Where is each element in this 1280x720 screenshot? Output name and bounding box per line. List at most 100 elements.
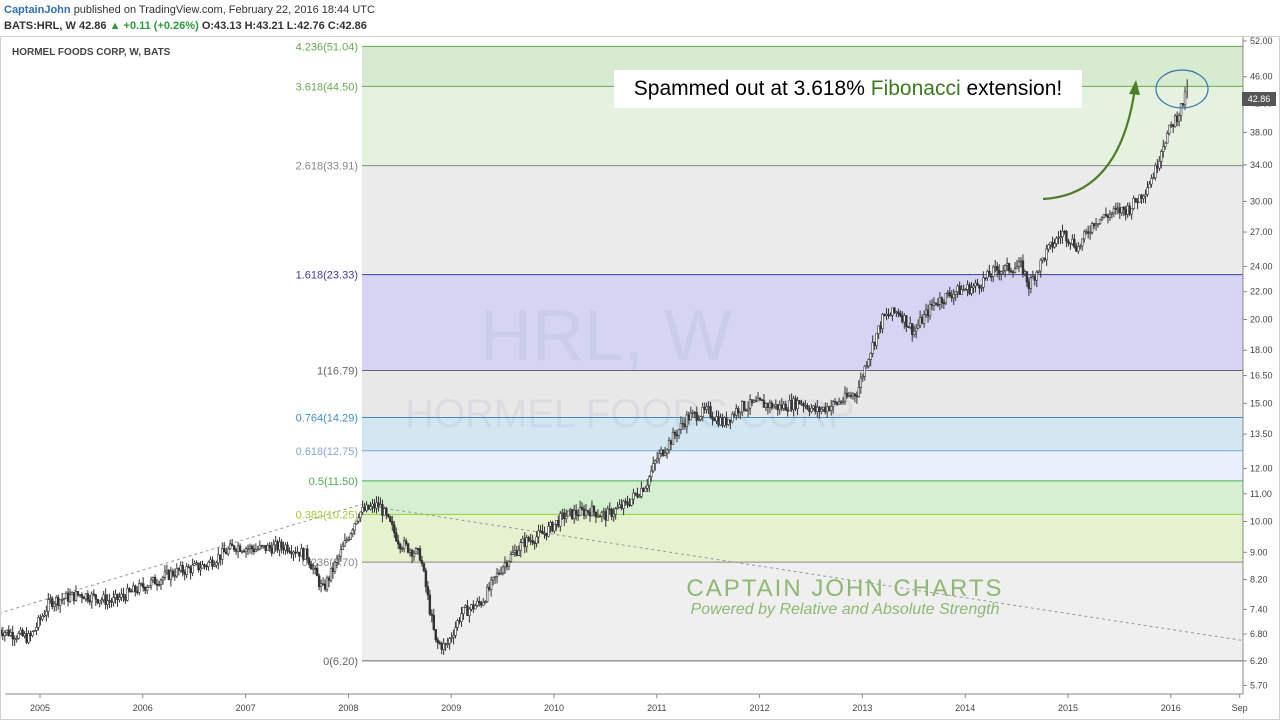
candle-body-457 xyxy=(901,315,904,323)
x-tick-label-6: 2011 xyxy=(647,703,666,713)
candle-body-24 xyxy=(45,611,48,616)
candle-body-18 xyxy=(33,630,36,632)
candle-body-282 xyxy=(555,520,558,525)
candle-body-152 xyxy=(298,551,301,557)
candle-body-55 xyxy=(106,600,109,605)
candle-body-47 xyxy=(90,593,93,603)
candle-body-109 xyxy=(213,564,216,567)
candle-body-31 xyxy=(58,599,62,606)
candle-body-73 xyxy=(141,583,145,588)
candle-body-69 xyxy=(134,585,137,592)
y-tick-label-1: 46.00 xyxy=(1250,72,1273,82)
candle-body-196 xyxy=(385,508,388,515)
candle-body-117 xyxy=(228,543,232,550)
fib-zone-8 xyxy=(362,514,1243,563)
candle-body-170 xyxy=(333,561,337,572)
candle-body-137 xyxy=(268,544,271,548)
candle-body-468 xyxy=(922,314,926,324)
candle-body-300 xyxy=(590,505,594,517)
candle-body-237 xyxy=(466,605,469,616)
chart-title: HORMEL FOODS CORP, W, BATS xyxy=(12,47,171,58)
candle-body-379 xyxy=(746,407,750,411)
candle-body-66 xyxy=(128,588,131,592)
candle-body-228 xyxy=(448,638,451,644)
y-tick-label-22: 5.70 xyxy=(1250,680,1268,690)
candle-body-559 xyxy=(1102,214,1106,219)
candle-body-41 xyxy=(78,594,82,596)
candle-body-508 xyxy=(1001,270,1005,273)
candle-body-334 xyxy=(657,453,661,460)
x-tick-label-12: Sep xyxy=(1232,703,1248,713)
fib-label-10: 0(6.20) xyxy=(323,656,358,668)
candle-body-575 xyxy=(1134,198,1137,203)
candle-body-353 xyxy=(695,412,698,421)
fib-zone-3 xyxy=(362,274,1243,371)
x-tick-label-3: 2008 xyxy=(338,703,358,713)
candle-body-291 xyxy=(572,510,576,520)
candle-body-571 xyxy=(1126,205,1129,215)
candle-body-553 xyxy=(1090,222,1094,233)
candle-body-203 xyxy=(398,543,402,550)
candle-body-548 xyxy=(1081,238,1084,247)
candle-body-533 xyxy=(1051,241,1054,248)
candle-body-200 xyxy=(393,524,396,534)
candle-body-469 xyxy=(924,309,928,315)
y-tick-label-21: 6.20 xyxy=(1250,656,1268,666)
candle-body-453 xyxy=(893,307,896,313)
candle-body-21 xyxy=(39,617,42,620)
candle-body-455 xyxy=(897,311,900,314)
candle-body-59 xyxy=(114,593,117,598)
candle-body-97 xyxy=(189,567,192,574)
candle-body-135 xyxy=(264,544,267,551)
candle-body-279 xyxy=(549,522,552,527)
candle-body-561 xyxy=(1106,215,1110,218)
candle-body-512 xyxy=(1009,270,1013,273)
candle-body-586 xyxy=(1156,165,1159,169)
candle-body-480 xyxy=(946,292,950,294)
candle-body-369 xyxy=(727,419,730,425)
candle-body-541 xyxy=(1067,240,1070,244)
candle-body-270 xyxy=(531,539,534,543)
candle-body-234 xyxy=(460,613,463,622)
candle-body-166 xyxy=(325,577,329,590)
candle-body-250 xyxy=(491,577,495,581)
candle-body-564 xyxy=(1112,208,1116,214)
candle-body-241 xyxy=(474,605,477,610)
candle-body-2 xyxy=(1,632,5,637)
y-tick-label-19: 7.40 xyxy=(1250,604,1268,614)
price-chart[interactable]: 4.236(51.04) 3.618(44.50) 2.618(33.91) 1.61… xyxy=(0,36,1280,720)
candle-body-227 xyxy=(446,643,449,646)
candle-body-134 xyxy=(262,544,265,547)
candle-body-178 xyxy=(349,533,352,540)
candle-body-348 xyxy=(685,414,689,428)
candle-body-223 xyxy=(438,642,441,644)
candle-body-174 xyxy=(341,545,345,551)
candle-body-138 xyxy=(270,547,273,554)
candle-body-290 xyxy=(570,509,574,520)
candle-body-96 xyxy=(187,566,190,569)
author-link[interactable]: CaptainJohn xyxy=(4,4,71,16)
candle-body-383 xyxy=(754,400,758,403)
candle-body-112 xyxy=(219,554,222,560)
candle-body-423 xyxy=(833,401,837,403)
candle-body-345 xyxy=(679,423,683,430)
candle-body-143 xyxy=(280,541,283,548)
y-tick-label-16: 10.00 xyxy=(1250,517,1273,527)
candle-body-597 xyxy=(1177,115,1181,122)
x-tick-label-10: 2015 xyxy=(1058,703,1078,713)
candle-body-479 xyxy=(944,293,948,304)
candle-body-442 xyxy=(871,342,874,354)
candle-body-57 xyxy=(110,601,113,603)
candle-body-392 xyxy=(772,405,776,409)
candle-body-91 xyxy=(177,568,180,571)
candle-body-48 xyxy=(92,593,95,596)
candle-body-128 xyxy=(250,545,254,550)
candle-body-121 xyxy=(236,545,240,552)
candle-body-23 xyxy=(43,614,46,617)
candle-body-88 xyxy=(171,570,175,576)
candle-body-65 xyxy=(126,588,129,601)
candle-body-251 xyxy=(493,576,497,578)
candle-body-555 xyxy=(1094,223,1098,226)
candle-body-182 xyxy=(357,517,360,522)
candle-body-151 xyxy=(296,551,299,554)
